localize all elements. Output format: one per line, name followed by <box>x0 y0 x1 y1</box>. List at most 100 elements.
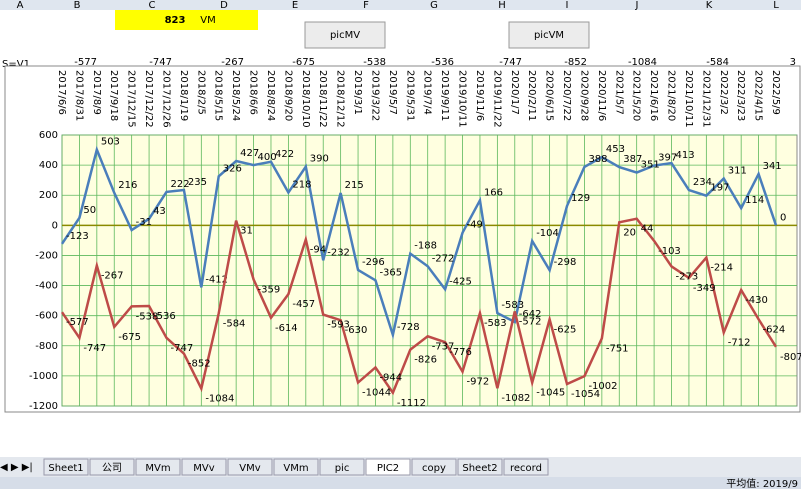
cell-text: -675 <box>292 57 315 68</box>
sheet-tab-label[interactable]: VMv <box>239 463 260 474</box>
sheet-tab-label[interactable]: MVm <box>145 463 170 474</box>
data-label: 311 <box>728 166 747 177</box>
button[interactable]: picMV <box>304 21 386 49</box>
button-label[interactable]: picVM <box>534 30 564 41</box>
row-label: S=V1 <box>2 59 30 70</box>
button[interactable]: picVM <box>508 21 590 49</box>
y-tick-label: -800 <box>35 341 58 352</box>
x-tick-label: 2018/9/20 <box>282 70 293 121</box>
column-header: F <box>363 0 369 11</box>
x-tick-label: 2021/6/16 <box>648 70 659 121</box>
sheet-tab[interactable] <box>457 458 503 476</box>
x-tick-label: 2018/5/24 <box>230 70 241 121</box>
x-tick-label: 2017/8/9 <box>91 70 102 115</box>
tab-scroll[interactable]: ◀ ▶ ▶| <box>0 462 33 473</box>
data-label: -298 <box>554 257 577 268</box>
data-label: -267 <box>101 271 124 282</box>
x-tick-label: 2019/3/22 <box>369 70 380 121</box>
cell-value: 823 <box>165 15 186 26</box>
x-tick-label: 2018/1/19 <box>178 70 189 121</box>
sheet-tab[interactable] <box>411 458 457 476</box>
x-tick-label: 2020/1/7 <box>509 70 520 115</box>
data-label: -642 <box>519 309 542 320</box>
x-tick-label: 2022/3/23 <box>735 70 746 121</box>
sheet-tab[interactable] <box>181 458 227 476</box>
data-label: -1044 <box>362 388 391 399</box>
button-label[interactable]: picMV <box>330 30 360 41</box>
data-label: 129 <box>571 193 590 204</box>
sheet-tab-label[interactable]: 公司 <box>102 463 122 474</box>
sheet-tab[interactable] <box>365 458 411 476</box>
data-label: -852 <box>188 359 211 370</box>
series-line <box>60 145 778 340</box>
x-tick-label: 2017/12/15 <box>126 70 137 128</box>
x-tick-label: 2022/3/2 <box>718 70 729 115</box>
column-header: A <box>17 0 24 11</box>
data-label: 388 <box>588 154 607 165</box>
column-header: L <box>773 0 779 11</box>
data-label: 235 <box>188 177 207 188</box>
x-tick-label: 2022/4/15 <box>753 70 764 121</box>
sheet-tab-label[interactable]: Sheet1 <box>48 463 83 474</box>
sheet-tab[interactable] <box>319 458 365 476</box>
data-label: 218 <box>292 180 311 191</box>
sheet-tab[interactable] <box>503 458 549 476</box>
sheet-tab[interactable] <box>135 458 181 476</box>
y-tick-label: -400 <box>35 281 58 292</box>
data-label: -457 <box>292 299 315 310</box>
data-label: -272 <box>432 253 455 264</box>
data-label: -593 <box>327 320 350 331</box>
y-tick-label: -1000 <box>29 371 58 382</box>
data-label: -1054 <box>571 389 600 400</box>
sheet-tab-label[interactable]: record <box>510 463 542 474</box>
data-label: 44 <box>641 224 654 235</box>
data-label: -747 <box>83 343 106 354</box>
x-tick-label: 2017/8/31 <box>73 70 84 121</box>
x-tick-label: 2021/5/20 <box>631 70 642 121</box>
data-label: -123 <box>66 231 89 242</box>
y-tick-label: -1200 <box>29 401 58 412</box>
sheet-tab-label[interactable]: Sheet2 <box>462 463 497 474</box>
sheet-tab-label[interactable]: pic <box>335 463 350 474</box>
y-tick-label: 0 <box>52 220 58 231</box>
data-label: 215 <box>345 180 364 191</box>
x-tick-label: 2018/5/15 <box>213 70 224 121</box>
y-tick-label: 600 <box>39 130 58 141</box>
cell-text: 3 <box>790 57 796 68</box>
data-label: 341 <box>763 161 782 172</box>
sheet-tab-label[interactable]: PIC2 <box>377 463 399 474</box>
x-tick-label: 2020/11/6 <box>596 70 607 121</box>
data-label: -972 <box>467 377 490 388</box>
sheet-tab[interactable] <box>89 458 135 476</box>
sheet-tab[interactable] <box>273 458 319 476</box>
x-tick-label: 2018/10/10 <box>300 70 311 128</box>
column-header: E <box>292 0 298 11</box>
sheet-tab[interactable] <box>227 458 273 476</box>
column-header: I <box>566 0 569 11</box>
data-label: -624 <box>763 324 786 335</box>
sheet-tab-label[interactable]: copy <box>422 463 446 474</box>
data-label: 413 <box>676 150 695 161</box>
column-header: C <box>149 0 156 11</box>
data-label: -826 <box>414 355 437 366</box>
data-label: 20 <box>623 227 636 238</box>
data-label: -584 <box>223 318 246 329</box>
data-label: -1082 <box>501 393 530 404</box>
data-label: 326 <box>223 163 242 174</box>
data-label: -614 <box>275 323 298 334</box>
data-label: -1045 <box>536 388 565 399</box>
data-label: -1002 <box>588 381 617 392</box>
sheet-tab[interactable] <box>43 458 89 476</box>
data-label: -430 <box>745 295 768 306</box>
x-tick-label: 2019/5/7 <box>387 70 398 115</box>
cell-text: -1084 <box>628 57 657 68</box>
x-tick-label: 2019/11/22 <box>491 70 502 128</box>
data-label: 43 <box>153 206 166 217</box>
data-label: 0 <box>780 212 786 223</box>
sheet-tab-label[interactable]: MVv <box>193 463 214 474</box>
x-tick-label: 2022/5/9 <box>770 70 781 115</box>
x-tick-label: 2017/12/26 <box>160 70 171 128</box>
sheet-tab-label[interactable]: VMm <box>283 463 308 474</box>
cell-text: -538 <box>363 57 386 68</box>
